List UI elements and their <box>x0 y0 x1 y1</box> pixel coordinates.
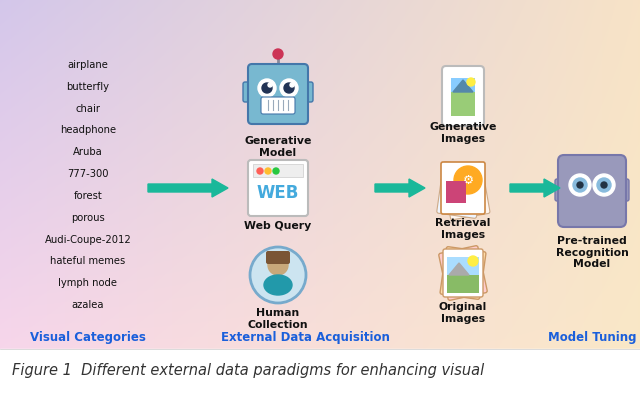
Text: butterfly: butterfly <box>67 82 109 92</box>
Circle shape <box>250 247 306 303</box>
FancyBboxPatch shape <box>441 162 485 214</box>
Bar <box>451 78 475 92</box>
Text: lymph node: lymph node <box>58 278 118 288</box>
Text: Pre-trained
Recognition
Model: Pre-trained Recognition Model <box>556 236 628 269</box>
Bar <box>447 275 479 293</box>
Text: Original
Images: Original Images <box>439 302 487 323</box>
Circle shape <box>454 166 482 194</box>
FancyBboxPatch shape <box>437 162 483 218</box>
FancyBboxPatch shape <box>439 246 487 300</box>
Text: airplane: airplane <box>68 60 108 70</box>
FancyBboxPatch shape <box>443 249 483 297</box>
Circle shape <box>268 255 288 275</box>
Circle shape <box>601 182 607 188</box>
Text: Retrieval
Images: Retrieval Images <box>435 218 491 240</box>
Text: hateful memes: hateful memes <box>51 256 125 266</box>
Circle shape <box>577 182 583 188</box>
FancyBboxPatch shape <box>442 66 484 126</box>
Bar <box>451 78 475 116</box>
FancyArrow shape <box>148 179 228 197</box>
Text: Generative
Images: Generative Images <box>429 122 497 143</box>
Circle shape <box>280 79 298 97</box>
Circle shape <box>265 168 271 174</box>
Circle shape <box>569 174 591 196</box>
Circle shape <box>262 83 272 93</box>
FancyBboxPatch shape <box>440 247 486 299</box>
FancyBboxPatch shape <box>266 251 290 264</box>
FancyBboxPatch shape <box>616 179 629 201</box>
FancyBboxPatch shape <box>555 179 568 201</box>
Circle shape <box>273 168 279 174</box>
FancyBboxPatch shape <box>261 97 295 114</box>
Polygon shape <box>453 80 473 92</box>
Circle shape <box>468 256 478 266</box>
FancyBboxPatch shape <box>300 82 313 102</box>
Polygon shape <box>449 263 469 275</box>
Text: headphone: headphone <box>60 125 116 136</box>
Text: porous: porous <box>71 213 105 223</box>
Circle shape <box>597 178 611 192</box>
Circle shape <box>258 79 276 97</box>
Circle shape <box>257 168 263 174</box>
Circle shape <box>268 83 272 87</box>
FancyBboxPatch shape <box>442 162 490 220</box>
Text: chair: chair <box>76 104 100 114</box>
Text: WEB: WEB <box>257 184 299 202</box>
FancyArrow shape <box>510 179 560 197</box>
Ellipse shape <box>264 275 292 295</box>
FancyBboxPatch shape <box>248 160 308 216</box>
Text: Generative
Model: Generative Model <box>244 136 312 158</box>
Circle shape <box>284 83 294 93</box>
Text: External Data Acquisition: External Data Acquisition <box>221 332 389 345</box>
Text: ⚙: ⚙ <box>462 173 474 187</box>
Text: Human
Collection: Human Collection <box>248 308 308 330</box>
Bar <box>0 349 640 393</box>
FancyBboxPatch shape <box>243 82 256 102</box>
Circle shape <box>467 78 475 86</box>
Circle shape <box>593 174 615 196</box>
Text: Figure 1  Different external data paradigms for enhancing visual: Figure 1 Different external data paradig… <box>12 364 484 378</box>
Bar <box>447 257 479 275</box>
Text: Audi-Coupe-2012: Audi-Coupe-2012 <box>45 235 131 244</box>
Text: Aruba: Aruba <box>73 147 103 157</box>
Circle shape <box>290 83 294 87</box>
FancyBboxPatch shape <box>558 155 626 227</box>
Text: Visual Categories: Visual Categories <box>30 332 146 345</box>
Text: Web Query: Web Query <box>244 221 312 231</box>
Text: 777-300: 777-300 <box>67 169 109 179</box>
Text: Model Tuning: Model Tuning <box>548 332 636 345</box>
Bar <box>446 181 466 203</box>
FancyArrow shape <box>375 179 425 197</box>
Circle shape <box>273 49 283 59</box>
Text: azalea: azalea <box>72 300 104 310</box>
Bar <box>451 92 475 116</box>
FancyBboxPatch shape <box>248 64 308 124</box>
Circle shape <box>573 178 587 192</box>
Text: forest: forest <box>74 191 102 201</box>
Ellipse shape <box>585 164 599 176</box>
Bar <box>253 164 303 177</box>
